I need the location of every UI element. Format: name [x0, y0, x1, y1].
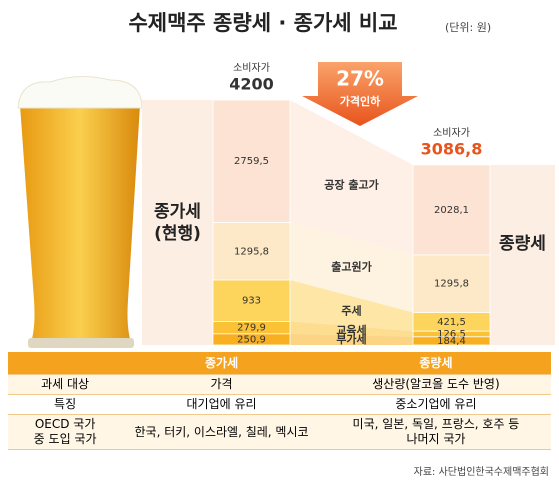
value-label: 2759,5 — [234, 156, 269, 167]
table-cell: 한국, 터키, 이스라엘, 칠레, 멕시코 — [122, 414, 321, 450]
table-header — [8, 352, 123, 375]
price-cut-arrow — [302, 62, 418, 126]
chart-title: 수제맥주 종량세 · 종가세 비교 — [128, 11, 397, 35]
table-cell: OECD 국가 중 도입 국가 — [8, 414, 123, 450]
price-caption: 소비자가 — [433, 127, 470, 139]
bar-segment — [212, 99, 291, 223]
category-panel — [142, 100, 213, 345]
table-header: 종량세 — [320, 352, 551, 375]
price-caption: 소비자가 — [233, 62, 270, 74]
value-label: 250,9 — [237, 334, 266, 345]
value-label: 2028,1 — [434, 205, 469, 216]
value-label: 1295,8 — [434, 279, 469, 290]
value-label: 184,4 — [437, 336, 466, 347]
table-cell: 생산량(알코올 도수 반영) — [320, 374, 551, 395]
series-label: 출고원가 — [331, 259, 371, 273]
series-label: 부가세 — [336, 332, 366, 346]
table-header: 종가세 — [122, 352, 321, 375]
table-cell: 가격 — [122, 374, 321, 395]
source: 자료: 사단법인한국수제맥주협회 — [413, 467, 549, 478]
annotation-text: 가격인하 — [340, 94, 381, 108]
bar-segment — [212, 279, 291, 322]
table-cell: 과세 대상 — [8, 374, 123, 395]
connector — [290, 333, 413, 345]
value-label: 279,9 — [237, 323, 266, 334]
table-cell: 중소기업에 유리 — [320, 394, 551, 415]
price-value: 3086,8 — [421, 139, 483, 158]
bar-segment — [412, 164, 491, 256]
table-cell: 대기업에 유리 — [122, 394, 321, 415]
connector — [290, 280, 413, 332]
connector — [290, 222, 413, 313]
connector — [290, 100, 413, 255]
bar-segment — [412, 254, 491, 313]
category-label: 종가세 (현행) — [154, 201, 201, 244]
value-label: 421,5 — [437, 317, 466, 328]
table-cell: 미국, 일본, 독일, 프랑스, 호주 등 나머지 국가 — [320, 414, 551, 450]
annotation-percent: 27% — [336, 67, 384, 91]
value-label: 933 — [242, 296, 261, 307]
category-panel — [490, 164, 555, 345]
category-label: 종량세 — [499, 233, 546, 254]
beer-glass — [17, 76, 143, 348]
table-cell: 특징 — [8, 394, 123, 415]
connector — [290, 321, 413, 337]
value-label: 126,5 — [437, 329, 466, 340]
series-label: 교육세 — [336, 323, 366, 337]
background — [142, 100, 555, 345]
bar-segment — [412, 336, 491, 346]
price-value: 4200 — [229, 75, 274, 94]
value-label: 1295,8 — [234, 246, 269, 257]
unit-label: (단위: 원) — [445, 21, 491, 34]
series-label: 공장 출고가 — [324, 178, 378, 192]
series-label: 주세 — [341, 303, 361, 317]
bar-segment — [212, 333, 291, 346]
